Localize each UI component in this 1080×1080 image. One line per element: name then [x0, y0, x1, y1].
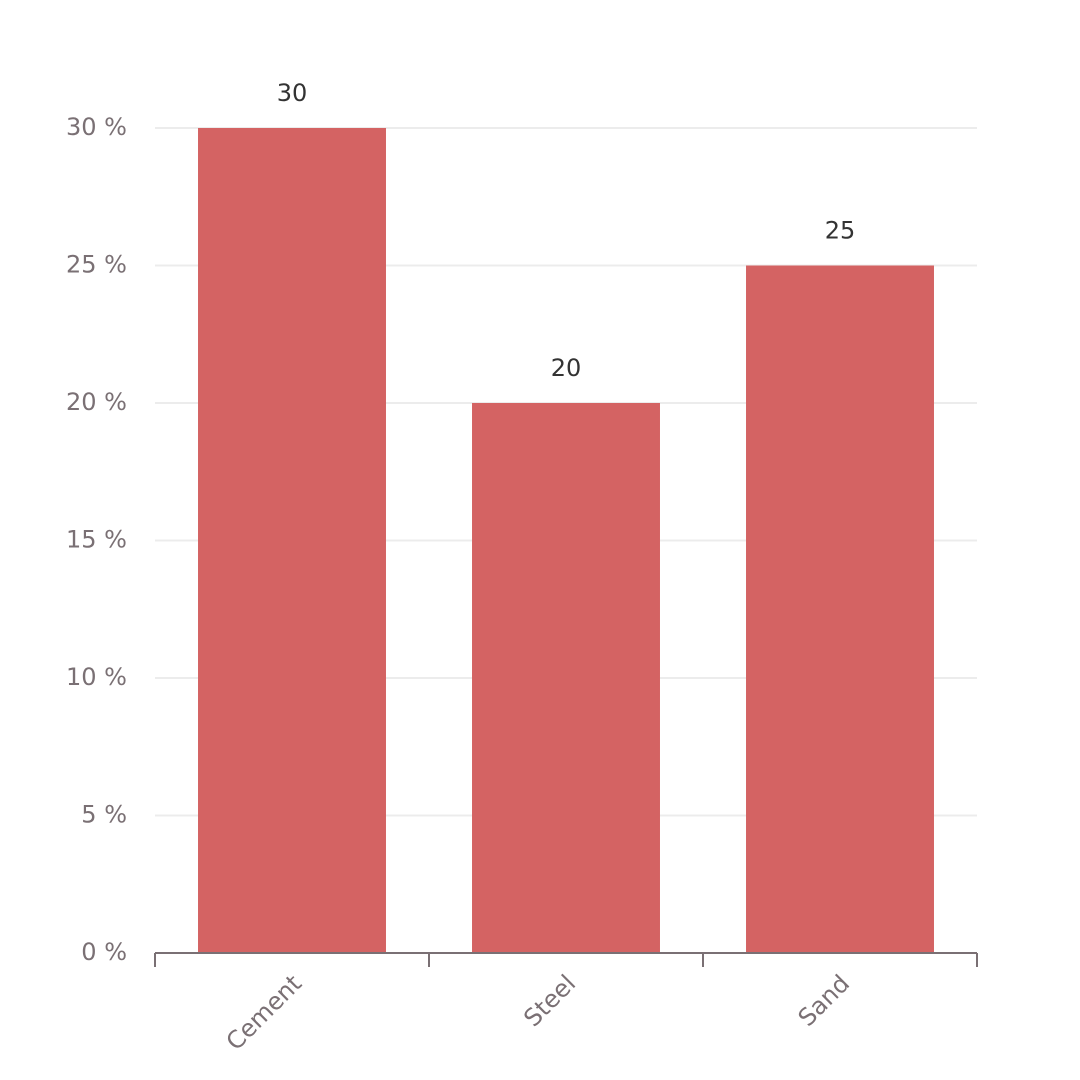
y-tick-label: 0 %	[81, 938, 127, 966]
bar	[198, 128, 386, 953]
data-label: 25	[825, 217, 856, 245]
y-tick-label: 20 %	[66, 388, 127, 416]
bar	[472, 403, 660, 953]
y-tick-label: 10 %	[66, 663, 127, 691]
data-label: 30	[277, 79, 308, 107]
data-label: 20	[551, 354, 582, 382]
bar	[746, 265, 934, 953]
x-tick-label: Steel	[518, 969, 581, 1032]
y-tick-label: 25 %	[66, 251, 127, 279]
x-tick-label: Sand	[793, 969, 856, 1032]
y-tick-label: 15 %	[66, 526, 127, 554]
x-tick-label: Cement	[221, 969, 307, 1055]
y-tick-label: 5 %	[81, 801, 127, 829]
y-tick-label: 30 %	[66, 113, 127, 141]
